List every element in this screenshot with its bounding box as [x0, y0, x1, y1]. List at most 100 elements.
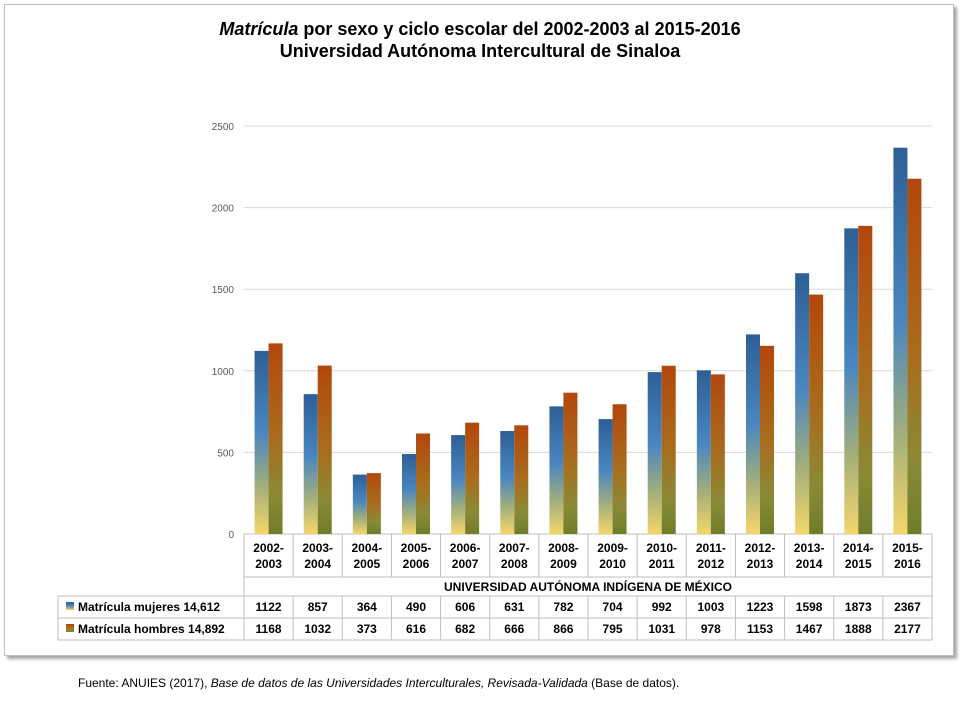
x-tick-label: 2002- — [253, 541, 284, 555]
x-tick-label: 2014- — [843, 541, 874, 555]
source-note: Fuente: ANUIES (2017), Base de datos de … — [78, 676, 679, 690]
bar-mujeres — [647, 372, 662, 534]
x-tick-label: 2013- — [794, 541, 825, 555]
bar-hombres — [809, 294, 824, 534]
table-value: 1598 — [796, 600, 823, 614]
bar-hombres — [268, 343, 283, 534]
x-tick-label: 2012- — [745, 541, 776, 555]
table-value: 631 — [504, 600, 524, 614]
bar-chart: 0 500 1000 1500 2000 2500 2002- 2003 2003- 2004 20… — [57, 122, 933, 641]
bar-hombres — [317, 365, 332, 534]
x-tick-label: 2004- — [352, 541, 383, 555]
x-tick-label: 2004 — [304, 557, 331, 571]
x-tick-label: 2016 — [894, 557, 921, 571]
source-italic: Base de datos de las Universidades Inter… — [210, 676, 588, 690]
bar-mujeres — [303, 394, 318, 534]
x-tick-label: 2005- — [401, 541, 432, 555]
bar-mujeres — [598, 419, 613, 534]
table-value: 1003 — [698, 600, 725, 614]
bar-hombres — [612, 404, 627, 534]
table-value: 373 — [357, 622, 377, 636]
table-value: 2177 — [894, 622, 921, 636]
bar-hombres — [416, 433, 430, 534]
table-value: 1122 — [256, 600, 282, 614]
source-prefix: Fuente: ANUIES (2017), — [78, 676, 211, 690]
y-tick-label: 1000 — [212, 367, 235, 378]
y-tick-label: 500 — [217, 448, 234, 459]
x-tick-label: 2010- — [646, 541, 677, 555]
x-tick-label: 2006- — [450, 541, 481, 555]
table-value: 992 — [652, 600, 672, 614]
legend-series-label: Matrícula mujeres 14,612 — [78, 600, 220, 614]
bar-hombres — [366, 473, 381, 534]
table-value: 490 — [406, 600, 426, 614]
table-value: 857 — [308, 600, 328, 614]
x-tick-label: 2003- — [302, 541, 333, 555]
table-value: 364 — [357, 600, 377, 614]
bar-hombres — [907, 178, 922, 534]
table-value: 1888 — [845, 622, 872, 636]
x-tick-label: 2006 — [403, 557, 430, 571]
x-tick-label: 2003 — [255, 557, 282, 571]
bar-mujeres — [402, 454, 416, 534]
y-tick-label: 2500 — [212, 122, 235, 133]
bar-hombres — [858, 225, 873, 534]
bar-hombres — [563, 392, 578, 534]
table-value: 1467 — [796, 622, 823, 636]
x-tick-label: 2015- — [892, 541, 923, 555]
x-tick-label: 2007- — [499, 541, 530, 555]
bar-mujeres — [844, 228, 859, 534]
bar-mujeres — [795, 273, 810, 534]
y-tick-label: 0 — [228, 530, 234, 541]
table-value: 978 — [701, 622, 721, 636]
y-tick-label: 2000 — [212, 204, 235, 215]
table-value: 782 — [553, 600, 573, 614]
bar-mujeres — [352, 474, 367, 534]
legend-key — [66, 602, 74, 610]
table-value: 682 — [455, 622, 475, 636]
bar-hombres — [661, 365, 676, 534]
x-tick-label: 2011- — [696, 541, 726, 555]
bar-mujeres — [500, 431, 515, 534]
bar-hombres — [710, 374, 725, 534]
x-tick-label: 2009 — [550, 557, 577, 571]
table-value: 795 — [603, 622, 623, 636]
table-value: 1031 — [648, 622, 675, 636]
x-tick-label: 2007 — [452, 557, 479, 571]
source-suffix: (Base de datos). — [587, 676, 680, 690]
table-value: 1873 — [845, 600, 872, 614]
x-tick-label: 2015 — [845, 557, 872, 571]
bar-mujeres — [254, 350, 269, 534]
table-value: 1168 — [256, 622, 282, 636]
x-tick-label: 2009- — [597, 541, 628, 555]
bar-hombres — [514, 425, 529, 534]
bar-mujeres — [696, 370, 711, 534]
table-value: 704 — [603, 600, 623, 614]
bar-mujeres — [746, 334, 760, 534]
title-line2: Universidad Autónoma Intercultural de Si… — [279, 41, 681, 61]
x-tick-label: 2008 — [501, 557, 528, 571]
x-tick-label: 2010 — [599, 557, 626, 571]
title-italic: Matrícula — [219, 19, 299, 39]
table-value: 606 — [455, 600, 475, 614]
table-value: 616 — [406, 622, 426, 636]
legend-series-label: Matrícula hombres 14,892 — [78, 622, 225, 636]
legend-key — [66, 624, 74, 632]
x-tick-label: 2014 — [796, 557, 823, 571]
table-value: 866 — [553, 622, 573, 636]
title-rest: por sexo y ciclo escolar del 2002-2003 a… — [298, 19, 741, 39]
x-tick-label: 2005 — [354, 557, 381, 571]
bar-mujeres — [451, 435, 466, 534]
x-tick-label: 2011 — [649, 557, 675, 571]
chart-title: Matrícula por sexo y ciclo escolar del 2… — [0, 18, 960, 62]
table-value: 1153 — [747, 622, 773, 636]
bar-mujeres — [549, 406, 564, 534]
table-value: 1032 — [304, 622, 331, 636]
table-value: 1223 — [747, 600, 774, 614]
x-tick-label: 2008- — [548, 541, 579, 555]
x-tick-label: 2013 — [747, 557, 774, 571]
x-tick-label: 2012 — [698, 557, 725, 571]
y-tick-label: 1500 — [212, 285, 235, 296]
bar-hombres — [465, 422, 480, 534]
x-group-label: UNIVERSIDAD AUTÓNOMA INDÍGENA DE MÉXICO — [444, 579, 732, 594]
